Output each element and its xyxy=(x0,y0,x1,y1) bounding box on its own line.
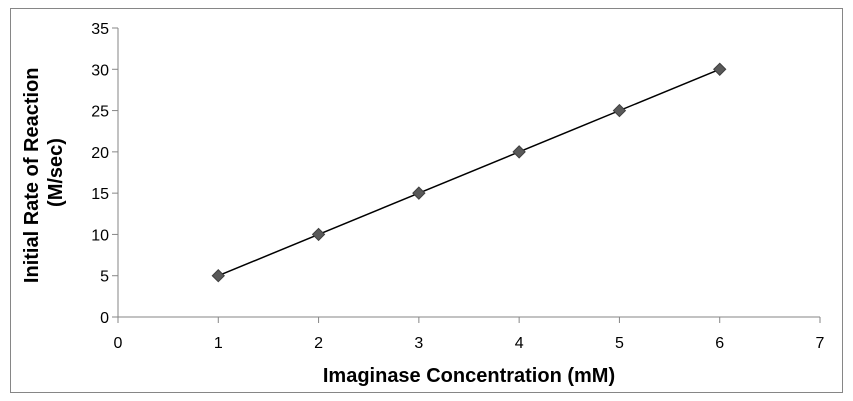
x-tick-label: 7 xyxy=(816,335,825,352)
trendline xyxy=(218,68,720,277)
data-point-diamond xyxy=(512,145,526,159)
y-tick-label: 30 xyxy=(91,62,109,79)
tick-labels: 0 5 10 15 20 25 30 35 0 1 2 3 4 5 6 7 xyxy=(91,21,824,352)
y-tick-label: 15 xyxy=(91,186,109,203)
x-tick-label: 2 xyxy=(314,335,323,352)
x-axis-title: Imaginase Concentration (mM) xyxy=(323,365,615,387)
data-point-diamond xyxy=(311,227,326,242)
x-tick-label: 1 xyxy=(214,335,223,352)
x-tick-label: 4 xyxy=(515,335,524,352)
tick-marks xyxy=(112,27,821,323)
data-point-diamond xyxy=(412,186,426,200)
y-axis-title: Initial Rate of Reaction (M/sec) xyxy=(21,62,67,283)
axes xyxy=(117,28,820,318)
y-tick-label: 5 xyxy=(100,269,109,286)
y-tick-label: 10 xyxy=(91,227,109,244)
data-markers xyxy=(211,62,727,283)
y-tick-label: 25 xyxy=(91,104,109,121)
x-tick-label: 5 xyxy=(615,335,624,352)
data-point-diamond xyxy=(713,62,727,76)
y-axis-title-line-2: (M/sec) xyxy=(45,138,67,207)
trendline-group xyxy=(218,68,720,277)
x-tick-label: 6 xyxy=(715,335,724,352)
x-tick-label: 0 xyxy=(114,335,123,352)
data-point-diamond xyxy=(612,103,627,118)
y-tick-label: 0 xyxy=(100,310,109,327)
chart-border xyxy=(10,8,843,393)
y-tick-label: 20 xyxy=(91,145,109,162)
x-tick-label: 3 xyxy=(414,335,423,352)
y-tick-label: 35 xyxy=(91,21,109,38)
y-axis-title-line-1: Initial Rate of Reaction xyxy=(21,67,43,283)
data-point-diamond xyxy=(211,269,225,283)
